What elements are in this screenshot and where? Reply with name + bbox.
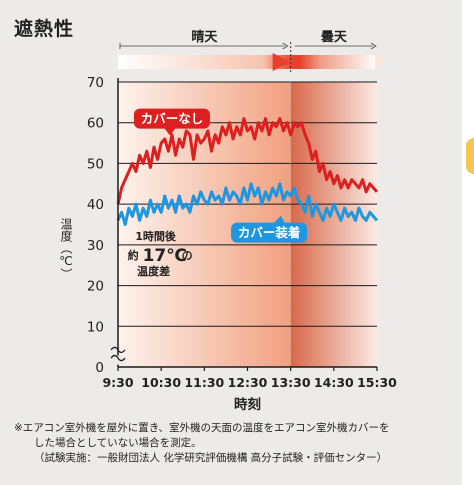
legend-label-box bbox=[133, 108, 210, 129]
x-tick-label: 11:30 bbox=[184, 375, 224, 390]
annotation-value: 17℃ bbox=[143, 246, 187, 266]
annotation-suffix: の bbox=[182, 249, 193, 262]
y-axis-title: 温度（℃） bbox=[59, 218, 73, 280]
period-label-cloudy: 曇天 bbox=[321, 30, 348, 45]
annotation-line-1: 1時間後 bbox=[135, 229, 177, 243]
x-axis-title: 時刻 bbox=[234, 396, 261, 413]
annotation-line-3: 温度差 bbox=[137, 264, 170, 278]
page-title: 遮熱性 bbox=[14, 18, 75, 40]
legend-label-text: カバー装着 bbox=[238, 225, 301, 240]
y-tick-label: 70 bbox=[87, 75, 104, 91]
legend-label-text: カバーなし bbox=[141, 111, 204, 126]
legend-label-uncovered: カバーなし bbox=[133, 108, 210, 136]
x-tick-label: 12:30 bbox=[228, 375, 268, 390]
legend-label-covered: カバー装着 bbox=[231, 215, 308, 243]
x-tick-label: 9:30 bbox=[102, 375, 133, 390]
period-label-sunny: 晴天 bbox=[191, 29, 218, 45]
x-tick-label: 14:30 bbox=[314, 375, 354, 390]
x-tick-label: 15:30 bbox=[357, 375, 397, 390]
x-tick-label: 10:30 bbox=[141, 375, 181, 390]
y-tick-label: 60 bbox=[87, 116, 104, 132]
series-line-covered bbox=[116, 182, 379, 226]
x-tick-label: 13:30 bbox=[271, 375, 311, 390]
y-tick-label: 30 bbox=[87, 238, 104, 254]
y-tick-label: 20 bbox=[87, 279, 104, 295]
period-span-sunny-head bbox=[282, 42, 289, 50]
footnote: ※エアコン室外機を屋外に置き、室外機の天面の温度をエアコン室外機カバーを した場… bbox=[14, 421, 456, 466]
period-span-cloudy-head bbox=[370, 42, 377, 50]
footnote-line-3: （試験実施：一般財団法人 化学研究評価機構 高分子試験・評価センター） bbox=[34, 452, 388, 464]
annotation-prefix: 約 bbox=[128, 248, 139, 262]
legend-label-pointer bbox=[273, 215, 286, 224]
legend-label-box bbox=[231, 222, 308, 243]
axis-break-mark bbox=[110, 354, 126, 362]
legend-label-pointer bbox=[163, 127, 176, 136]
y-tick-label: 0 bbox=[95, 360, 104, 376]
y-tick-label: 40 bbox=[87, 197, 104, 213]
footnote-line-2: した場合としていない場合を測定。 bbox=[34, 437, 202, 449]
axis-break-mark bbox=[110, 346, 126, 354]
period-arrow-cloudy bbox=[375, 53, 385, 71]
y-tick-label: 10 bbox=[87, 319, 104, 335]
side-accent-dot bbox=[466, 138, 474, 174]
series-line-uncovered bbox=[116, 117, 379, 205]
footnote-line-1: ※エアコン室外機を屋外に置き、室外機の天面の温度をエアコン室外機カバーを bbox=[14, 422, 390, 434]
axis-break-gap bbox=[110, 355, 126, 365]
period-arrow-sunny bbox=[272, 53, 291, 71]
period-band bbox=[118, 55, 377, 69]
y-tick-label: 50 bbox=[87, 156, 104, 172]
